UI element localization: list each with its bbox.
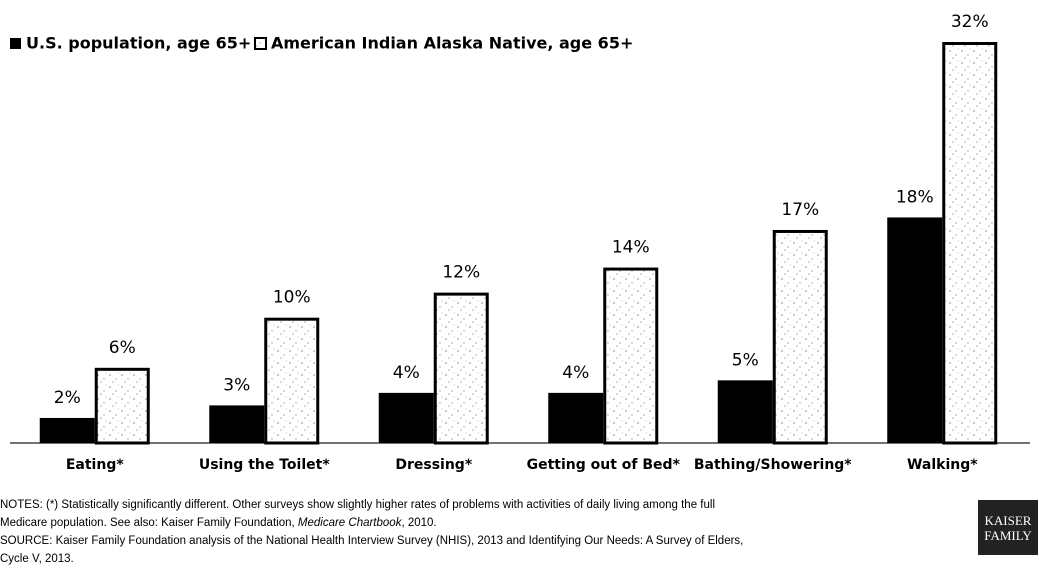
bar: [548, 392, 604, 443]
legend-swatch: [10, 38, 21, 49]
legend-label: American Indian Alaska Native, age 65+: [271, 34, 633, 53]
bar: [433, 292, 489, 445]
x-tick-label: Eating*: [66, 457, 124, 473]
bar: [942, 42, 998, 445]
data-label: 32%: [951, 12, 989, 32]
bar: [717, 380, 773, 443]
bar: [603, 267, 659, 445]
logo: [978, 500, 1038, 555]
data-label: 4%: [393, 363, 420, 383]
x-tick-label: Getting out of Bed*: [527, 457, 681, 473]
bar: [39, 417, 95, 443]
x-tick-label: Using the Toilet*: [199, 457, 330, 473]
bar: [264, 317, 320, 445]
note: Medicare population. See also: Kaiser Fa…: [0, 517, 437, 529]
data-label: 18%: [896, 187, 934, 207]
note: Cycle V, 2013.: [0, 553, 74, 565]
bar: [772, 229, 828, 445]
x-tick-label: Dressing*: [395, 457, 472, 473]
bar: [887, 217, 943, 443]
logo-text: FAMILY: [984, 528, 1032, 543]
data-label: 3%: [223, 375, 250, 395]
data-label: 12%: [442, 263, 480, 283]
legend-label: U.S. population, age 65+: [26, 34, 251, 53]
note: SOURCE: Kaiser Family Foundation analysi…: [0, 535, 743, 547]
data-label: 6%: [109, 338, 136, 358]
data-label: 5%: [732, 350, 759, 370]
data-label: 14%: [612, 238, 650, 258]
x-tick-label: Walking*: [907, 457, 978, 473]
legend-swatch: [254, 37, 267, 50]
logo-text: KAISER: [985, 513, 1032, 528]
bar: [378, 392, 434, 443]
data-label: 4%: [562, 363, 589, 383]
data-label: 17%: [781, 200, 819, 220]
data-label: 2%: [54, 388, 81, 408]
note: NOTES: (*) Statistically significantly d…: [0, 499, 715, 511]
x-tick-label: Bathing/Showering*: [694, 457, 852, 473]
data-label: 10%: [273, 288, 311, 308]
bar: [94, 367, 150, 445]
bar: [209, 405, 265, 443]
